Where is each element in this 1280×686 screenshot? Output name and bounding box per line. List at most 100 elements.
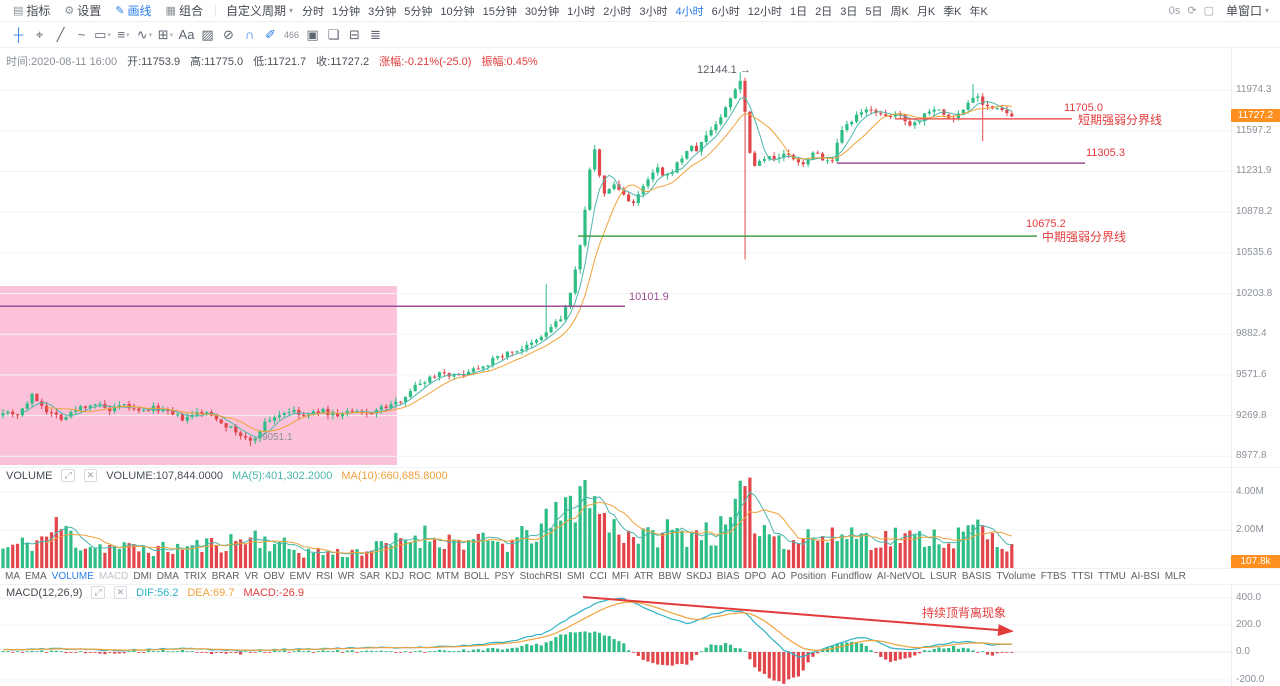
tab-BIAS[interactable]: BIAS [716, 571, 740, 582]
candlestick-chart-canvas[interactable] [0, 48, 1280, 467]
fibonacci-tool[interactable]: ⊞ ▾ [157, 26, 174, 42]
timeframe-3小时[interactable]: 3小时 [639, 5, 668, 18]
tab-SAR[interactable]: SAR [359, 571, 381, 582]
text-tool[interactable]: Aa [178, 27, 195, 42]
tab-MA[interactable]: MA [5, 571, 20, 582]
tab-TTSI[interactable]: TTSI [1071, 571, 1094, 582]
tab-Fundflow[interactable]: Fundflow [831, 571, 872, 582]
tab-StochRSI[interactable]: StochRSI [519, 571, 562, 582]
tab-MTM[interactable]: MTM [436, 571, 460, 582]
menu-layout-grid[interactable]: ▦ 组合 [165, 4, 203, 18]
window-mode-label: 单窗口 [1225, 4, 1262, 18]
timeframe-6小时[interactable]: 6小时 [711, 5, 740, 18]
timeframe-30分钟[interactable]: 30分钟 [524, 5, 560, 18]
timeframe-分时[interactable]: 分时 [302, 5, 324, 18]
drawing-count[interactable]: 466 [283, 29, 300, 40]
timeframe-1日[interactable]: 1日 [790, 5, 808, 18]
tab-BBW[interactable]: BBW [658, 571, 682, 582]
hide-drawings-tool[interactable]: ⊘ [223, 26, 234, 42]
fullscreen-icon[interactable]: ▢ [1203, 5, 1214, 17]
ohlc-change: 涨幅:-0.21%(-25.0) [379, 56, 472, 68]
tab-BOLL[interactable]: BOLL [464, 571, 490, 582]
menu-draw-pencil[interactable]: ✎ 画线 [115, 4, 152, 18]
tab-VR[interactable]: VR [244, 571, 259, 582]
timeframe-5分钟[interactable]: 5分钟 [404, 5, 433, 18]
tab-EMA[interactable]: EMA [25, 571, 47, 582]
tab-LSUR[interactable]: LSUR [930, 571, 957, 582]
tab-ROC[interactable]: ROC [409, 571, 432, 582]
timeframe-年K[interactable]: 年K [969, 5, 988, 18]
channel-tool[interactable]: ≡ ▾ [117, 27, 130, 42]
close-panel-icon[interactable]: ✕ [83, 469, 98, 482]
menu-settings-gear[interactable]: ⚙ 设置 [64, 4, 102, 18]
tab-SKDJ[interactable]: SKDJ [686, 571, 712, 582]
tab-WR[interactable]: WR [337, 571, 355, 582]
tab-OBV[interactable]: OBV [263, 571, 285, 582]
refresh-icon[interactable]: ⟳ [1187, 5, 1197, 17]
drawing-list-tool[interactable]: ≣ [370, 26, 381, 42]
volume-value: VOLUME:107,844.0000 [106, 469, 224, 482]
timeframe-季K[interactable]: 季K [943, 5, 962, 18]
timeframe-3分钟[interactable]: 3分钟 [368, 5, 397, 18]
tab-KDJ[interactable]: KDJ [385, 571, 405, 582]
tab-AO[interactable]: AO [771, 571, 786, 582]
magnet-tool[interactable]: ∩ [244, 27, 255, 42]
timeframe-12小时[interactable]: 12小时 [747, 5, 782, 18]
trendline-tool[interactable]: ╱ [56, 26, 65, 42]
price-axis-label: 8977.8 [1236, 450, 1267, 461]
tab-BRAR[interactable]: BRAR [211, 571, 240, 582]
timeframe-2日[interactable]: 2日 [815, 5, 833, 18]
timeframe-1分钟[interactable]: 1分钟 [332, 5, 361, 18]
tab-MACD[interactable]: MACD [98, 571, 129, 582]
tab-VOLUME[interactable]: VOLUME [51, 571, 94, 582]
shape-tool[interactable]: ▭ ▾ [94, 26, 111, 42]
tab-AI-BSI[interactable]: AI-BSI [1130, 571, 1160, 582]
delete-drawing-tool[interactable]: ⊟ [349, 26, 360, 42]
timeframe-15分钟[interactable]: 15分钟 [482, 5, 517, 18]
panel-tool[interactable]: ▣ [306, 26, 319, 42]
tab-CCI[interactable]: CCI [589, 571, 607, 582]
wave-tool[interactable]: ∿ ▾ [136, 26, 153, 42]
timeframe-10分钟[interactable]: 10分钟 [440, 5, 475, 18]
brush-tool[interactable]: ~ [77, 27, 86, 42]
chevron-down-icon: ▾ [288, 6, 293, 15]
tab-MLR[interactable]: MLR [1164, 571, 1186, 582]
expand-panel-icon[interactable]: ⤢ [91, 586, 105, 599]
tab-TTMU[interactable]: TTMU [1098, 571, 1126, 582]
close-panel-icon[interactable]: ✕ [113, 586, 128, 599]
tab-RSI[interactable]: RSI [316, 571, 333, 582]
timeframe-5日[interactable]: 5日 [865, 5, 883, 18]
timeframe-3日[interactable]: 3日 [840, 5, 858, 18]
toolbar-divider [214, 4, 216, 17]
tab-FTBS[interactable]: FTBS [1040, 571, 1067, 582]
crosshair-tool[interactable]: ┼ [13, 27, 24, 42]
timeframe-月K[interactable]: 月K [916, 5, 936, 18]
macd-chart-canvas[interactable] [0, 585, 1280, 686]
highlighter-tool[interactable]: ✐ [265, 26, 276, 42]
copy-drawing-tool[interactable]: ❏ [327, 26, 340, 42]
tab-TVolume[interactable]: TVolume [996, 571, 1036, 582]
timeframe-1小时[interactable]: 1小时 [567, 5, 596, 18]
tab-MFI[interactable]: MFI [611, 571, 630, 582]
timeframe-周K[interactable]: 周K [890, 5, 909, 18]
expand-panel-icon[interactable]: ⤢ [61, 469, 75, 482]
menu-indicator[interactable]: ▤ 指标 [13, 4, 51, 18]
tab-DMI[interactable]: DMI [133, 571, 152, 582]
tab-DMA[interactable]: DMA [156, 571, 179, 582]
window-mode-dropdown[interactable]: 单窗口 ▾ [1221, 2, 1274, 19]
tab-DPO[interactable]: DPO [744, 571, 767, 582]
tab-EMV[interactable]: EMV [289, 571, 312, 582]
timeframe-4小时[interactable]: 4小时 [675, 5, 704, 18]
tab-ATR[interactable]: ATR [634, 571, 654, 582]
tab-AI-NetVOL[interactable]: AI-NetVOL [876, 571, 926, 582]
pattern-tool[interactable]: ▨ [201, 26, 214, 42]
tab-TRIX[interactable]: TRIX [183, 571, 207, 582]
tab-SMI[interactable]: SMI [566, 571, 585, 582]
tab-PSY[interactable]: PSY [494, 571, 515, 582]
tab-Position[interactable]: Position [790, 571, 827, 582]
measure-tool[interactable]: ⌖ [35, 26, 44, 42]
tab-BASIS[interactable]: BASIS [961, 571, 992, 582]
timeframe-2小时[interactable]: 2小时 [603, 5, 632, 18]
volume-chart-canvas[interactable] [0, 468, 1280, 569]
custom-period-dropdown[interactable]: 自定义周期 ▾ [221, 2, 298, 19]
